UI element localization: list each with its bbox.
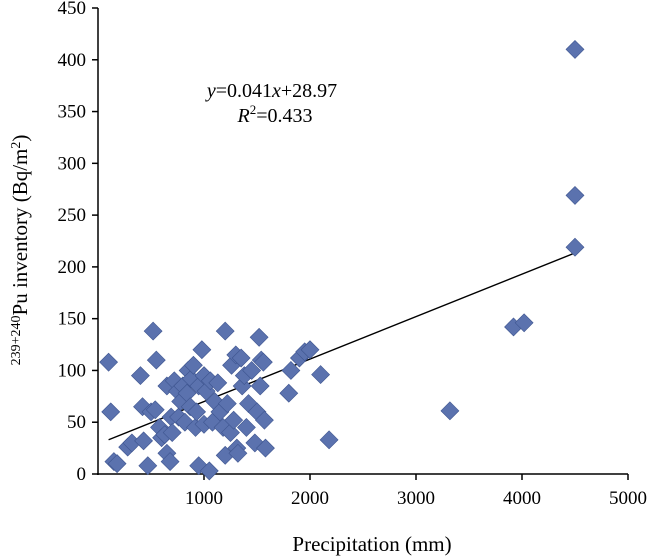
y-tick-label: 0 bbox=[77, 464, 87, 485]
data-point bbox=[160, 452, 180, 471]
y-axis-main: Pu inventory (Bq/m bbox=[8, 149, 32, 316]
y-axis-isotope: 239+240 bbox=[9, 315, 24, 365]
data-point bbox=[192, 340, 212, 360]
data-point bbox=[319, 430, 339, 450]
data-point bbox=[300, 340, 320, 360]
data-point bbox=[107, 454, 127, 474]
y-tick-label: 450 bbox=[58, 0, 87, 19]
data-point bbox=[279, 383, 299, 403]
data-point bbox=[565, 186, 585, 205]
data-point bbox=[281, 361, 301, 380]
x-axis-title: Precipitation (mm) bbox=[292, 532, 451, 556]
r-exponent: 2 bbox=[250, 102, 257, 117]
data-point bbox=[143, 321, 163, 341]
data-point bbox=[514, 313, 534, 333]
data-point bbox=[228, 443, 248, 463]
data-points bbox=[99, 39, 585, 481]
tick-labels: 0 50 100 150 200 250 300 350 400 450 1000 2000 3000 4… bbox=[58, 0, 648, 509]
x-tick-label: 3000 bbox=[397, 488, 435, 509]
regression-equation: y=0.041x+28.97 bbox=[205, 80, 337, 102]
data-point bbox=[565, 39, 585, 59]
y-tick-label: 300 bbox=[58, 153, 87, 174]
eq-intercept: +28.97 bbox=[281, 80, 337, 102]
data-point bbox=[254, 410, 274, 430]
r-value: =0.433 bbox=[256, 105, 312, 127]
data-point bbox=[249, 327, 269, 347]
y-tick-label: 50 bbox=[67, 412, 86, 433]
data-point bbox=[99, 352, 119, 372]
y-tick-label: 350 bbox=[58, 102, 87, 123]
data-point bbox=[145, 400, 165, 420]
axes bbox=[92, 7, 629, 480]
data-point bbox=[215, 321, 235, 341]
y-tick-label: 200 bbox=[58, 257, 87, 278]
data-point bbox=[138, 456, 158, 476]
y-axis-close: ) bbox=[8, 135, 32, 142]
x-tick-label: 1000 bbox=[185, 488, 223, 509]
data-point bbox=[242, 361, 262, 380]
r-symbol: R bbox=[237, 105, 250, 127]
data-point bbox=[311, 365, 331, 385]
data-point bbox=[440, 401, 460, 421]
data-point bbox=[134, 431, 154, 451]
x-tick-label: 2000 bbox=[291, 488, 329, 509]
data-point bbox=[236, 417, 256, 437]
eq-x: x bbox=[271, 80, 281, 102]
y-tick-label: 250 bbox=[58, 205, 87, 226]
x-tick-label: 5000 bbox=[609, 488, 647, 509]
data-point bbox=[217, 394, 237, 414]
eq-y: y bbox=[205, 80, 216, 102]
y-tick-label: 150 bbox=[58, 309, 87, 330]
x-tick-label: 4000 bbox=[503, 488, 541, 509]
data-point bbox=[101, 402, 121, 422]
data-point bbox=[208, 373, 228, 393]
data-point bbox=[256, 438, 275, 458]
data-point bbox=[183, 355, 203, 375]
data-point bbox=[130, 366, 150, 386]
r-squared: R2=0.433 bbox=[237, 102, 313, 127]
y-axis-title: 239+240Pu inventory (Bq/m2) bbox=[8, 135, 32, 366]
eq-slope: =0.041 bbox=[216, 80, 272, 102]
y-tick-label: 100 bbox=[58, 360, 87, 381]
data-point bbox=[565, 237, 585, 257]
data-point bbox=[187, 402, 207, 422]
data-point bbox=[162, 423, 182, 443]
data-point bbox=[253, 352, 273, 372]
data-point bbox=[250, 376, 270, 396]
data-point bbox=[146, 350, 166, 370]
data-point bbox=[199, 461, 219, 481]
data-point bbox=[231, 348, 251, 368]
y-tick-label: 400 bbox=[58, 50, 87, 71]
data-point bbox=[224, 410, 244, 430]
y-axis-exponent: 2 bbox=[9, 142, 24, 149]
